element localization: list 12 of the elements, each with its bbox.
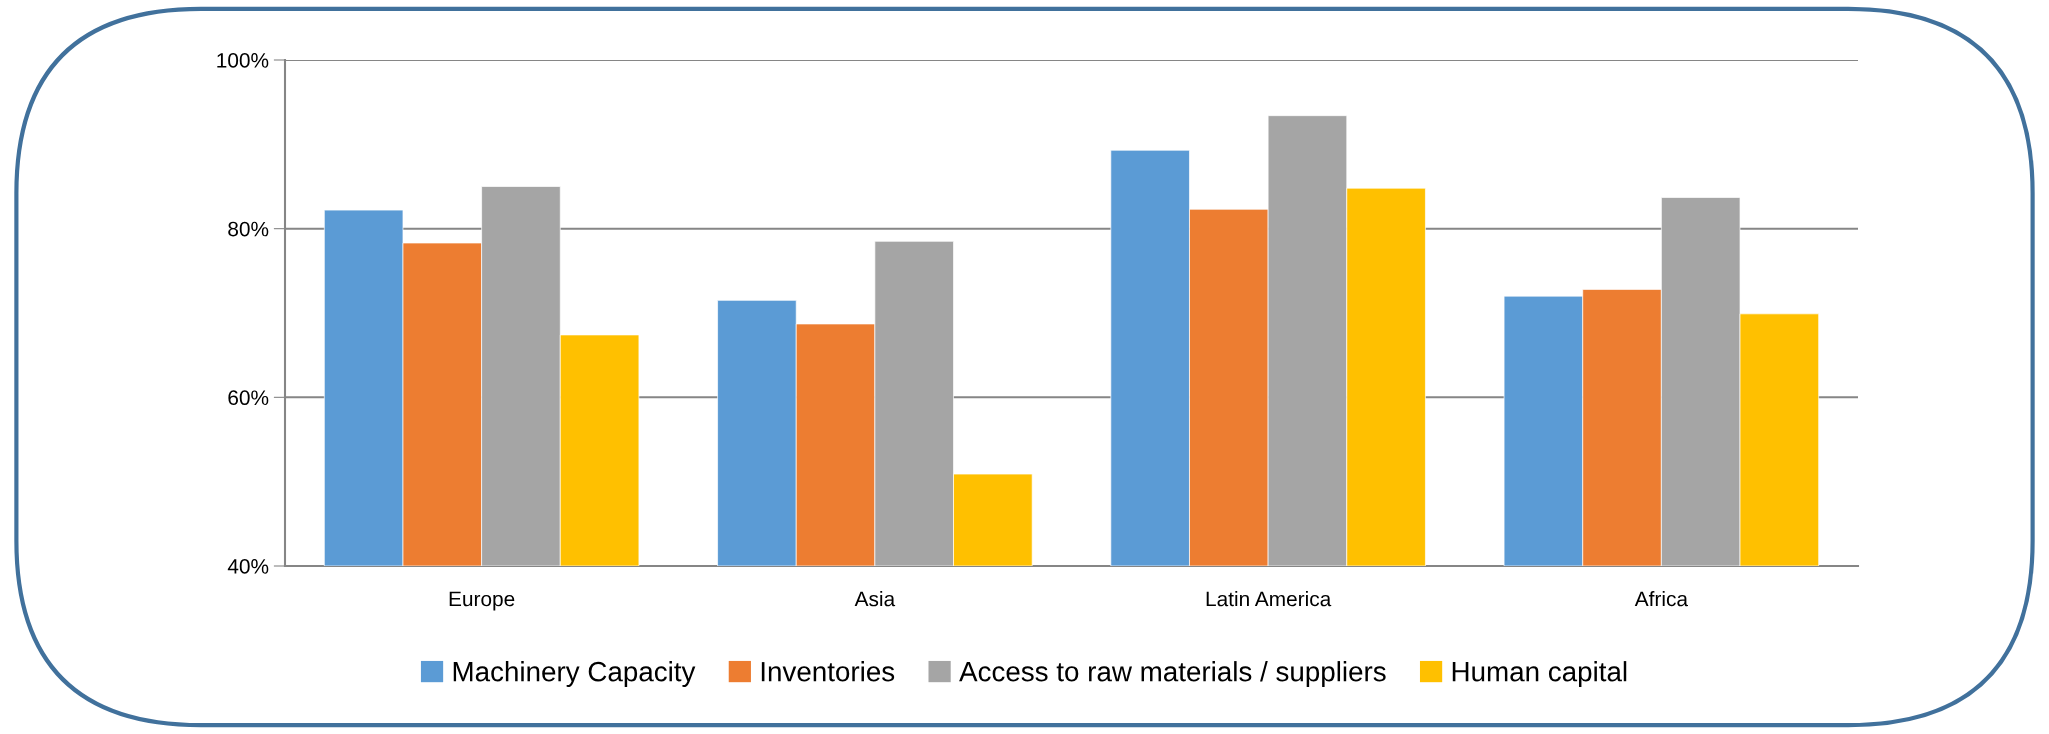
x-tick-label: Latin America — [1206, 591, 1332, 607]
y-tick-label: 60% — [228, 390, 269, 406]
legend-label: Inventories — [761, 661, 895, 682]
legend-label: Machinery Capacity — [453, 661, 696, 687]
y-tick-label: 40% — [227, 559, 269, 574]
x-tick-label: Asia — [854, 591, 896, 607]
legend-label: Access to raw materials / suppliers — [959, 661, 1386, 687]
legend-label: Human capital — [1452, 661, 1627, 687]
y-tick-label: 80% — [228, 221, 269, 237]
x-tick-label: Europe — [449, 591, 515, 611]
y-tick-label: 100% — [217, 53, 269, 68]
x-tick-label: Africa — [1634, 591, 1688, 607]
